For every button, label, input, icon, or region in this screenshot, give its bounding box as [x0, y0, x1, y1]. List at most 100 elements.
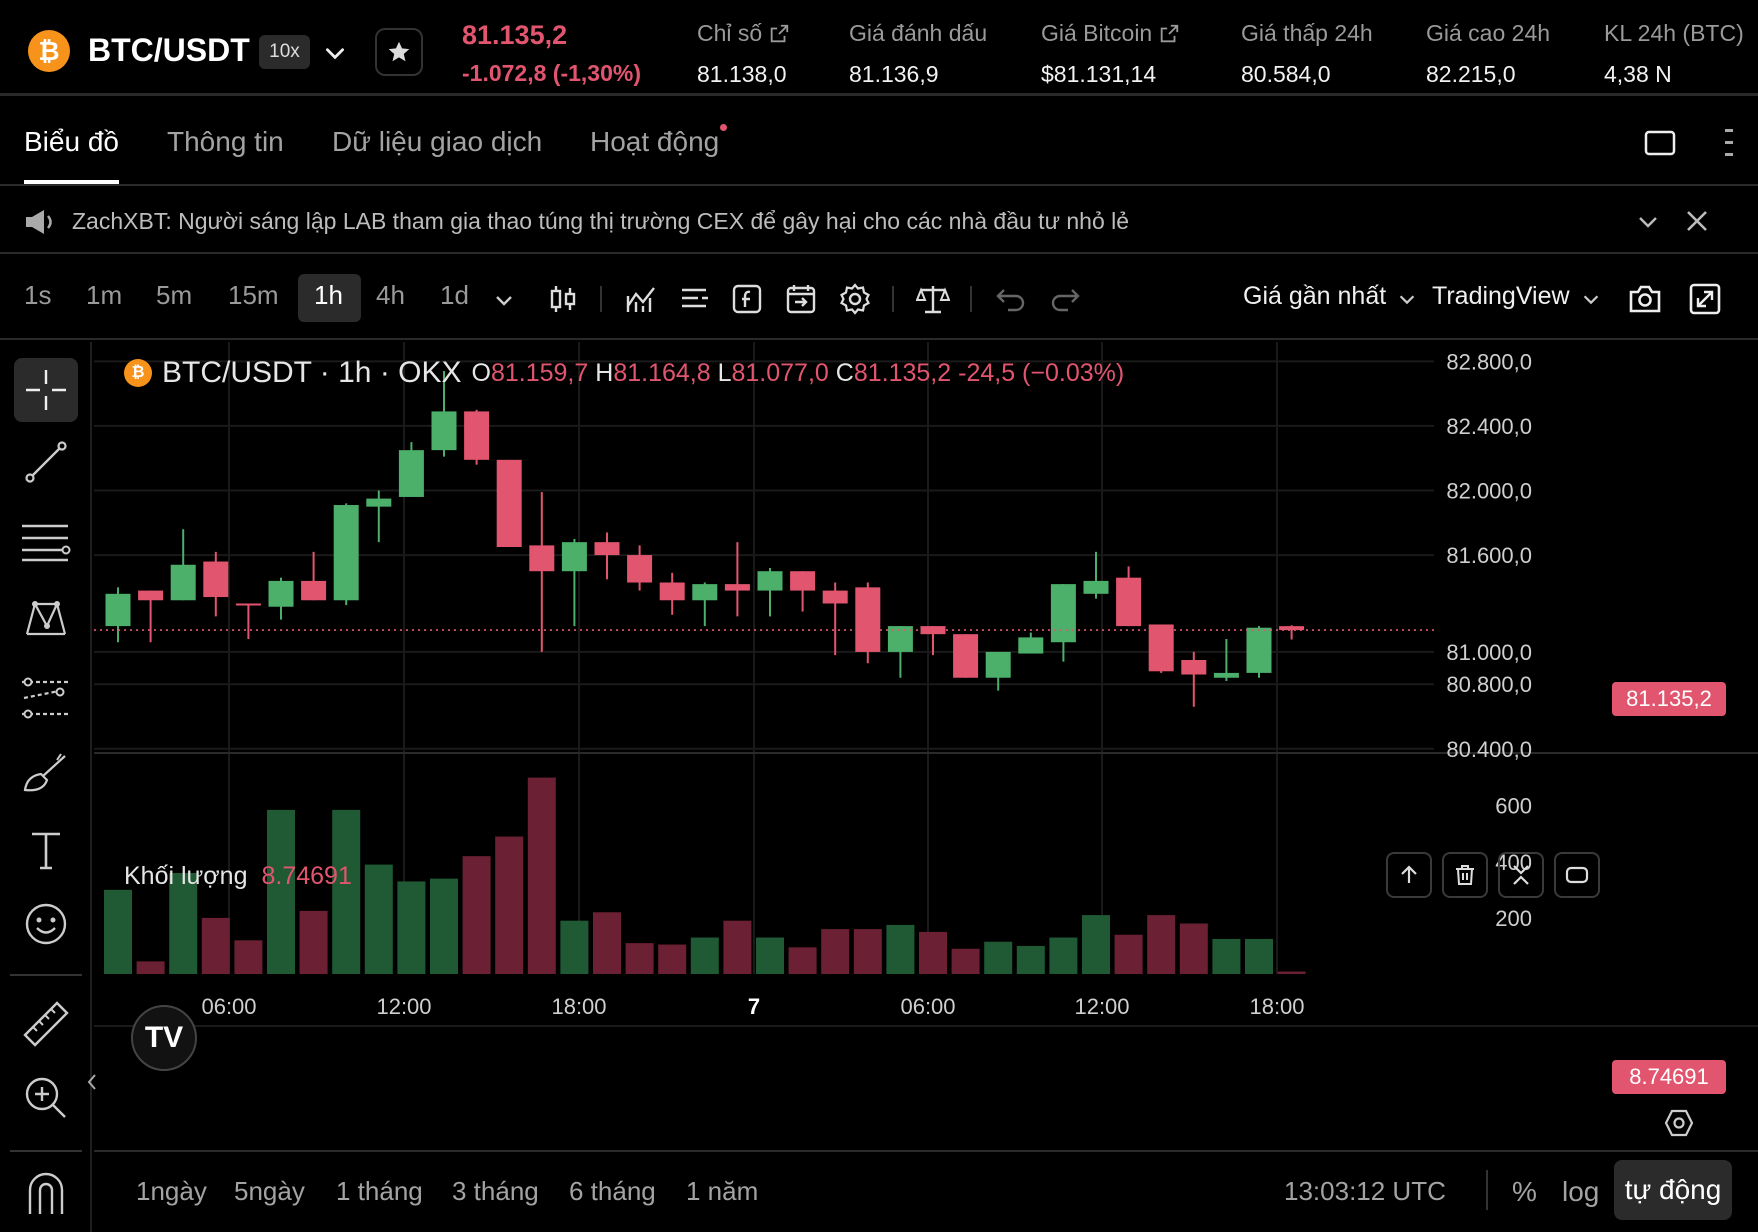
log-scale-toggle[interactable]: log	[1562, 1176, 1600, 1207]
volume-bar	[1082, 915, 1110, 974]
percent-scale-toggle[interactable]: %	[1512, 1176, 1537, 1207]
undo-icon[interactable]	[994, 282, 1028, 316]
stat-index[interactable]: Chỉ số 81.138,0	[697, 20, 790, 88]
candle-body	[855, 587, 881, 652]
volume-bar	[560, 920, 589, 974]
balance-scale-icon[interactable]	[916, 282, 950, 316]
range-bar: 1ngày 5ngày 1 tháng 3 tháng 6 tháng 1 nă…	[94, 1150, 1758, 1232]
redo-icon[interactable]	[1048, 282, 1082, 316]
candle-body	[757, 571, 783, 591]
stat-value: 82.215,0	[1426, 61, 1516, 87]
volume-legend: Khối lượng 8.74691	[124, 862, 352, 891]
range-1-year[interactable]: 1 năm	[686, 1176, 759, 1206]
crosshair-tool[interactable]	[14, 358, 78, 422]
volume-bar	[658, 944, 687, 974]
chart-area[interactable]: 82.800,0 82.400,0 82.000,0 81.600,0 81.000,0…	[94, 342, 1758, 1142]
maximize-pane-button[interactable]	[1554, 852, 1600, 898]
function-icon[interactable]	[730, 282, 764, 316]
volume-bar	[364, 864, 393, 974]
stat-label: Giá Bitcoin	[1041, 20, 1153, 46]
candle-body	[953, 634, 979, 678]
volume-label: Khối lượng	[124, 862, 248, 890]
price-axis-label: 80.800,0	[1446, 672, 1532, 697]
delete-pane-button[interactable]	[1442, 852, 1488, 898]
indicators-icon[interactable]	[624, 282, 658, 316]
fullscreen-icon[interactable]	[1688, 282, 1722, 316]
projection-tool[interactable]	[14, 666, 78, 730]
close-icon[interactable]	[1684, 208, 1710, 234]
close-label: C	[835, 358, 854, 387]
settings-gear-icon[interactable]	[838, 282, 872, 316]
interval-1m[interactable]: 1m	[86, 280, 123, 310]
range-3-months[interactable]: 3 tháng	[452, 1176, 539, 1206]
auto-scale-toggle[interactable]: tự động	[1614, 1160, 1732, 1220]
tab-bar: Biểu đồ Thông tin Dữ liệu giao dịch Hoạt…	[0, 96, 1758, 186]
price-source-select[interactable]: Giá gần nhất	[1243, 282, 1387, 310]
range-5-days[interactable]: 5ngày	[234, 1176, 305, 1206]
move-pane-up-button[interactable]	[1386, 852, 1432, 898]
favorite-button[interactable]	[375, 28, 423, 76]
candle-body	[138, 590, 164, 601]
ruler-icon	[23, 1001, 69, 1047]
range-1-day[interactable]: 1ngày	[136, 1176, 207, 1206]
pattern-tool[interactable]	[14, 588, 78, 652]
chart-engine-select[interactable]: TradingView	[1432, 282, 1570, 310]
chevron-down-icon[interactable]	[1396, 288, 1418, 310]
price-axis-label: 81.000,0	[1446, 640, 1532, 665]
time-axis-label: 12:00	[376, 994, 431, 1019]
horizontal-lines-icon	[22, 524, 71, 562]
stat-value: 4,38 N	[1604, 61, 1672, 87]
interval-5m[interactable]: 5m	[156, 280, 193, 310]
interval-1s[interactable]: 1s	[24, 280, 52, 310]
announcement-bar[interactable]: ZachXBT: Người sáng lập LAB tham gia tha…	[0, 188, 1758, 254]
range-6-months[interactable]: 6 tháng	[569, 1176, 656, 1206]
trash-icon	[1456, 865, 1474, 885]
chevron-down-icon[interactable]	[1580, 288, 1602, 310]
interval-15m[interactable]: 15m	[228, 280, 279, 310]
interval-1h[interactable]: 1h	[314, 280, 343, 310]
candle-body	[594, 542, 620, 556]
interval-1d[interactable]: 1d	[440, 280, 469, 310]
range-1-month[interactable]: 1 tháng	[336, 1176, 423, 1206]
camera-icon[interactable]	[1628, 282, 1662, 316]
fib-retracement-tool[interactable]	[14, 510, 78, 574]
magnet-tool[interactable]	[14, 1162, 78, 1226]
stat-value: $81.131,14	[1041, 61, 1157, 87]
candles-icon[interactable]	[546, 282, 580, 316]
trend-line-tool[interactable]	[14, 430, 78, 494]
chevron-left-icon[interactable]	[86, 1072, 98, 1092]
tab-activity[interactable]: Hoạt động	[590, 126, 720, 157]
candle-body	[1050, 584, 1076, 643]
brush-tool[interactable]	[14, 742, 78, 806]
chevron-down-icon[interactable]	[1636, 210, 1660, 234]
list-icon[interactable]	[678, 282, 712, 316]
pair-title[interactable]: BTC/USDT	[88, 32, 250, 68]
window-icon[interactable]	[1644, 130, 1676, 156]
announcement-text[interactable]: ZachXBT: Người sáng lập LAB tham gia tha…	[72, 208, 1130, 234]
tab-info[interactable]: Thông tin	[167, 126, 284, 157]
ruler-tool[interactable]	[14, 992, 78, 1056]
zoom-in-tool[interactable]	[14, 1066, 78, 1130]
stat-bitcoin-price[interactable]: Giá Bitcoin $81.131,14	[1041, 20, 1180, 88]
utc-clock[interactable]: 13:03:12 UTC	[1284, 1176, 1446, 1206]
tab-chart[interactable]: Biểu đồ	[24, 126, 119, 157]
volume-bar	[1147, 915, 1176, 974]
stat-mark-price: Giá đánh dấu 81.136,9	[849, 20, 987, 88]
last-price-badge: 81.135,2	[1612, 682, 1726, 716]
active-tab-indicator	[24, 180, 119, 184]
interval-4h[interactable]: 4h	[376, 280, 405, 310]
text-tool[interactable]	[14, 818, 78, 882]
tradingview-logo[interactable]: TV	[131, 1005, 197, 1071]
more-vertical-icon[interactable]	[1722, 126, 1736, 160]
collapse-pane-button[interactable]	[1498, 852, 1544, 898]
candle-body	[301, 580, 327, 601]
emoji-tool[interactable]	[14, 892, 78, 956]
replay-icon[interactable]	[784, 282, 818, 316]
candlestick-chart[interactable]: 82.800,0 82.400,0 82.000,0 81.600,0 81.000,0…	[94, 342, 1758, 1142]
candle-body	[398, 450, 424, 497]
chevron-down-icon[interactable]	[322, 40, 348, 66]
candle-body	[105, 593, 131, 627]
tab-trading-data[interactable]: Dữ liệu giao dịch	[332, 126, 543, 157]
settings-hexagon-icon[interactable]	[1664, 1108, 1694, 1138]
chevron-down-icon[interactable]	[492, 288, 516, 312]
